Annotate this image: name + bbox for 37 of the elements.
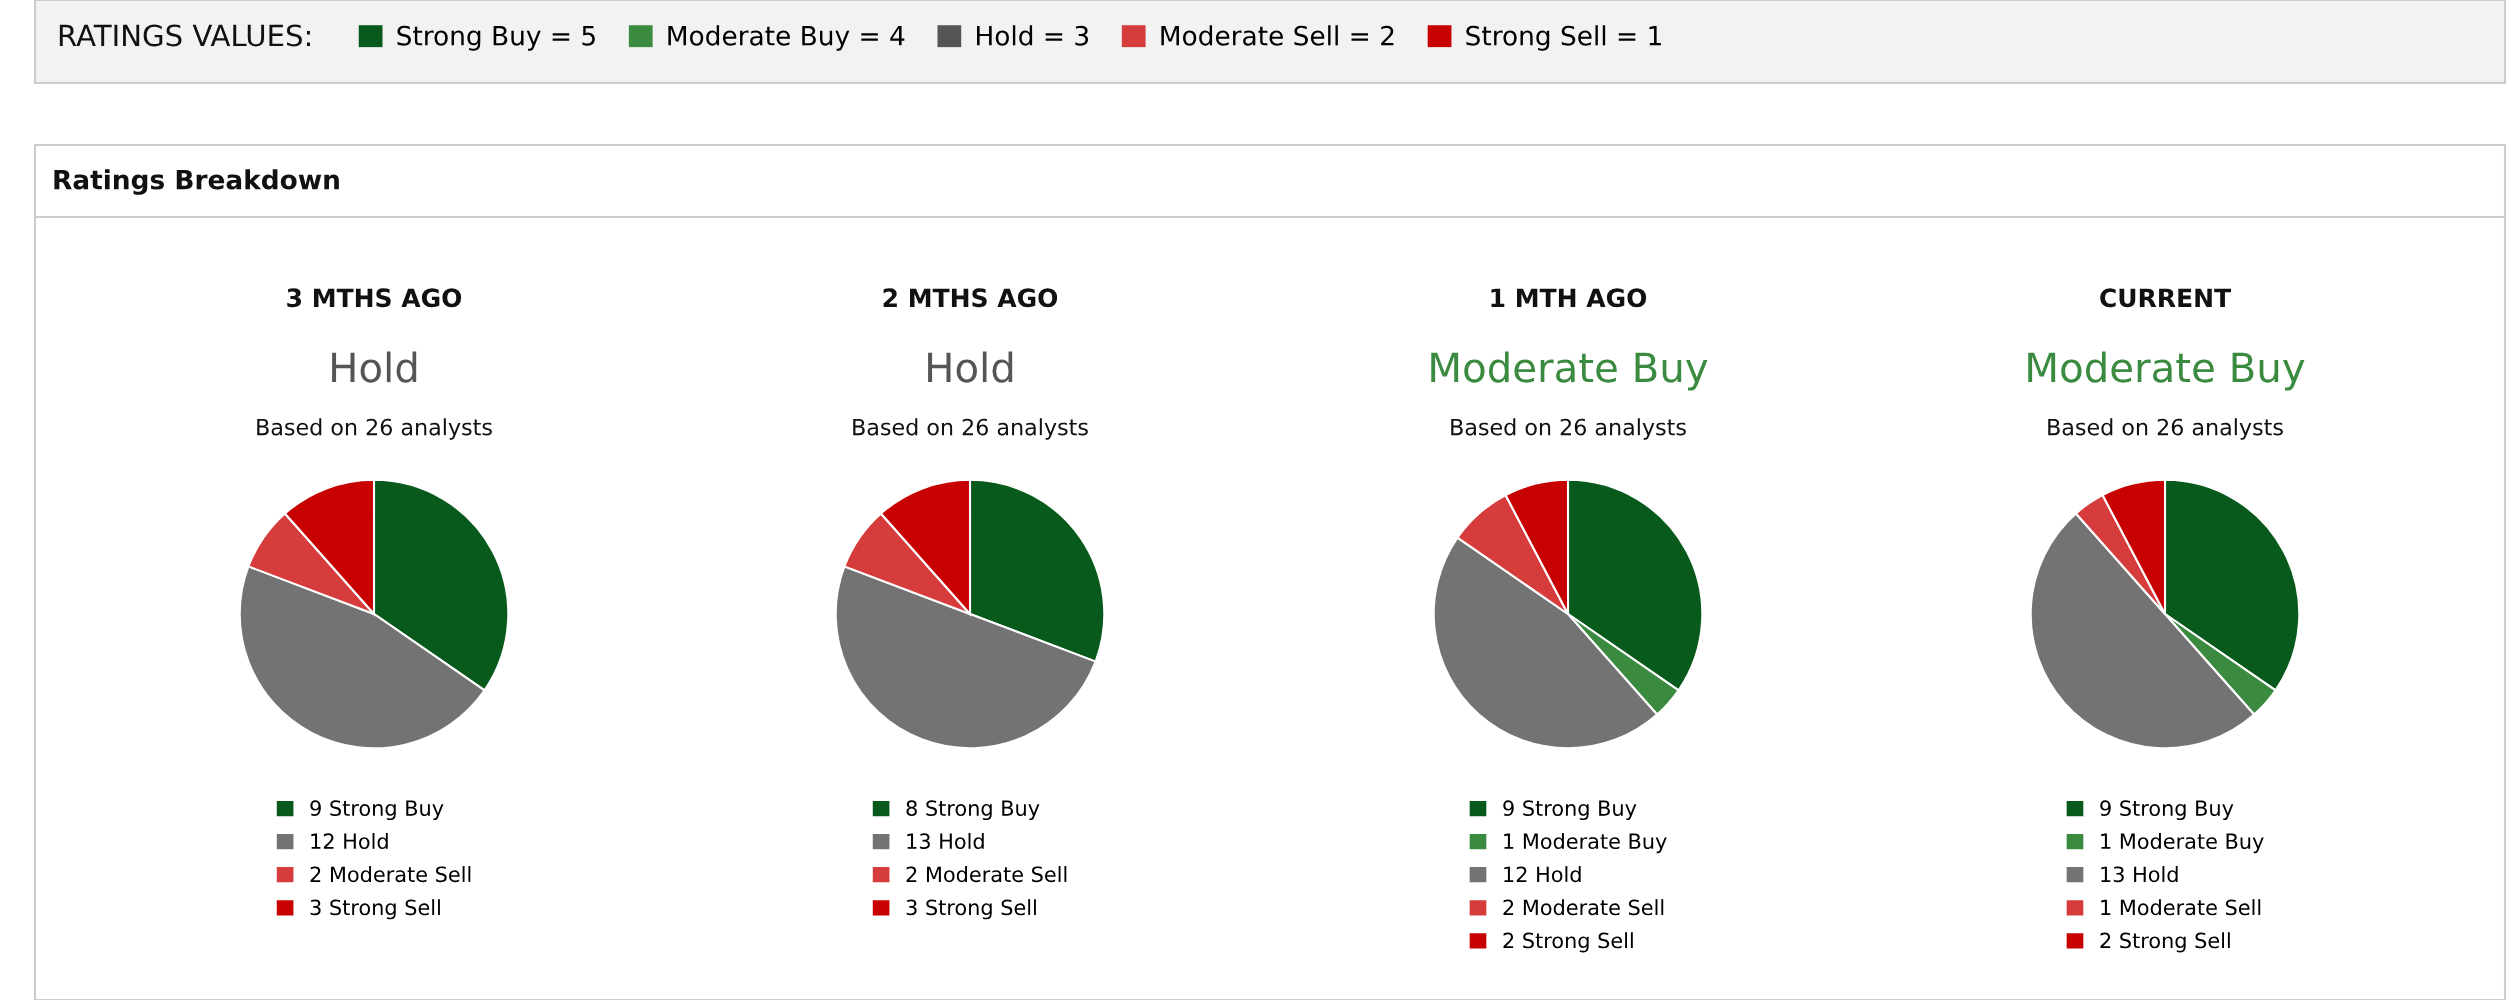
chart-title: 2 MTHS AGO [883,288,1058,308]
category-label: Hold = 3 [977,25,1089,46]
legend-label: 2 Strong Sell [2100,932,2230,953]
legend-label: 9 Strong Buy [2100,800,2234,821]
legend-label: 8 Strong Buy [906,800,1040,821]
legend-label: 2 Moderate Sell [906,866,1067,883]
category-label: Strong Sell = 1 [1466,25,1661,51]
chart-subtitle: Moderate Buy [1431,351,1708,391]
legend-label: 12 Hold [1504,866,1581,883]
text: RATINGS VALUES: [59,24,310,47]
legend-label: 13 Hold [907,832,984,850]
legend-label: 3 Strong Sell [906,899,1036,920]
text: Based on 26 analysts [257,418,492,440]
legend-label: 2 Moderate Sell [1503,899,1664,916]
legend-label: 3 Strong Sell [310,899,440,920]
legend-label: 9 Strong Buy [1503,800,1637,821]
legend-label: 12 Hold [311,832,388,850]
text: Based on 26 analysts [1451,418,1686,440]
legend-label: 13 Hold [2101,866,2178,883]
legend-label: 2 Strong Sell [1503,932,1633,953]
text: Based on 26 analysts [2048,418,2283,440]
legend-label: 9 Strong Buy [310,800,444,821]
text: Ratings Breakdown [54,169,339,195]
chart-subtitle: Hold [928,351,1013,383]
legend-label: 1 Moderate Buy [1504,832,1667,854]
text: Based on 26 analysts [853,418,1088,440]
chart-subtitle: Hold [332,351,417,383]
chart-title: CURRENT [2100,288,2231,308]
category-label: Moderate Buy = 4 [668,25,905,51]
chart-subtitle: Moderate Buy [2028,351,2305,391]
chart-title: 3 MTHS AGO [287,288,462,308]
legend-label: 2 Moderate Sell [310,866,471,883]
legend-label: 1 Moderate Sell [2101,899,2261,916]
chart-title: 1 MTH AGO [1491,288,1647,308]
category-label: Moderate Sell = 2 [1161,25,1394,46]
category-label: Strong Buy = 5 [397,25,595,51]
legend-label: 1 Moderate Buy [2101,832,2264,854]
